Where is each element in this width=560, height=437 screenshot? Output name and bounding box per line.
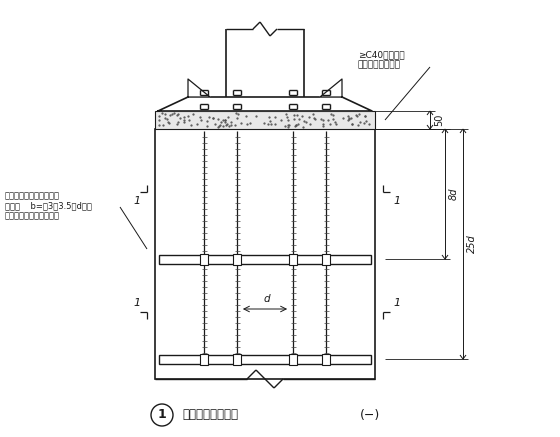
Text: 1: 1 xyxy=(394,196,400,206)
Text: ≥C40无收缩石: ≥C40无收缩石 xyxy=(358,50,405,59)
Bar xyxy=(159,354,371,364)
Polygon shape xyxy=(158,97,372,111)
Polygon shape xyxy=(320,79,342,97)
Text: (−): (−) xyxy=(360,409,380,422)
Bar xyxy=(155,111,375,129)
Bar xyxy=(155,129,375,379)
Text: 1: 1 xyxy=(394,298,400,308)
Bar xyxy=(322,354,330,364)
Text: 锂蒂宽    b=Ｈ3～3.5）d，肅: 锂蒂宽 b=Ｈ3～3.5）d，肅 xyxy=(5,201,92,210)
Text: 厚取相应型号中之最厚者: 厚取相应型号中之最厚者 xyxy=(5,211,60,220)
Bar xyxy=(200,354,208,364)
Text: 1: 1 xyxy=(133,196,141,206)
Text: 锡栓固定摖角锂，通常角: 锡栓固定摖角锂，通常角 xyxy=(5,191,60,200)
Text: 1: 1 xyxy=(157,409,166,422)
Text: d: d xyxy=(264,294,270,304)
Bar xyxy=(322,253,330,264)
Text: 8d: 8d xyxy=(449,188,459,200)
Text: 1: 1 xyxy=(133,298,141,308)
Bar xyxy=(200,253,208,264)
Text: 25d: 25d xyxy=(467,235,477,253)
Text: 混凝土或细石砂浆: 混凝土或细石砂浆 xyxy=(358,60,401,69)
Bar xyxy=(289,253,297,264)
Bar xyxy=(289,354,297,364)
Bar xyxy=(233,354,241,364)
Polygon shape xyxy=(188,79,210,97)
Text: 50: 50 xyxy=(434,114,444,126)
Bar xyxy=(233,253,241,264)
Text: 柱脚锡栓固定支架: 柱脚锡栓固定支架 xyxy=(182,409,238,422)
Bar xyxy=(159,254,371,264)
